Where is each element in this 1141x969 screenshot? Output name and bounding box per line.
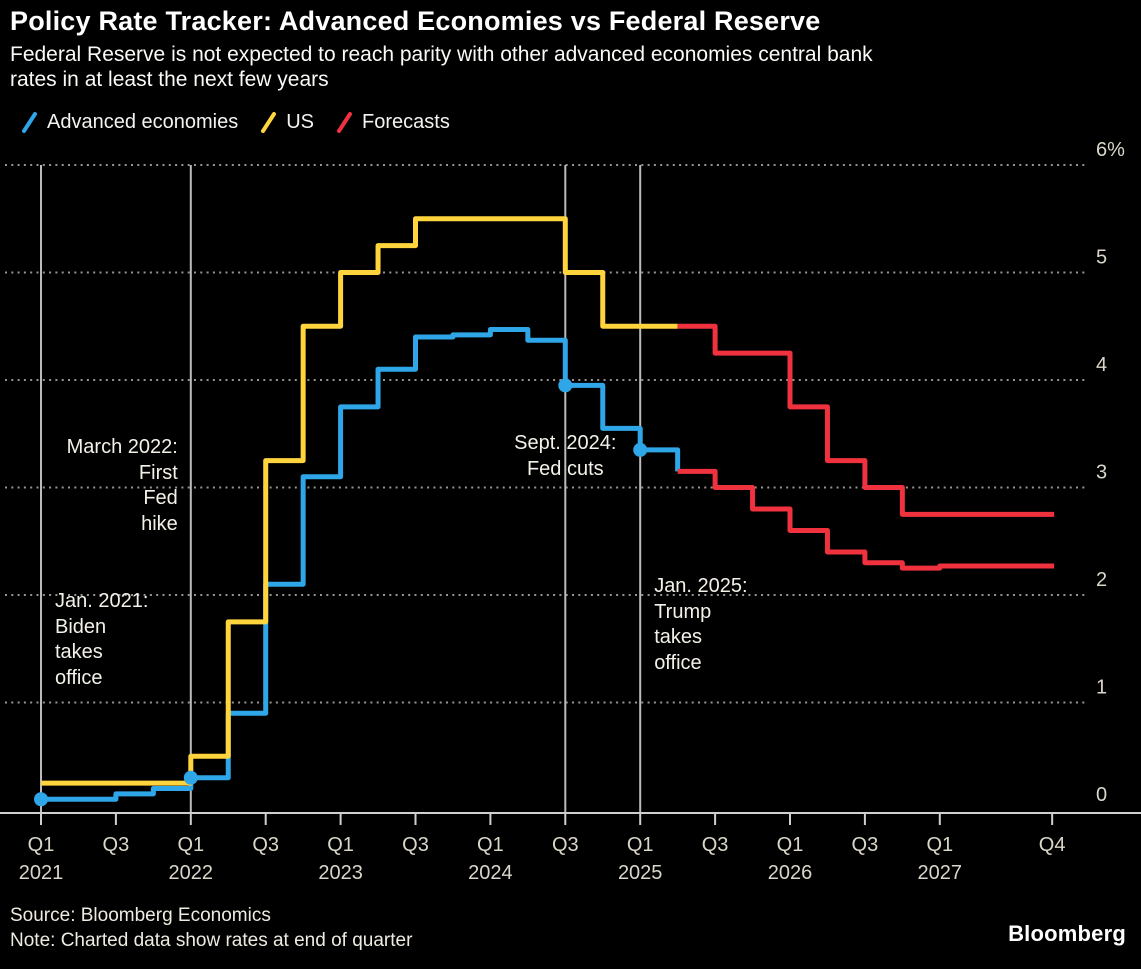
forecasts-slash-stroke (337, 112, 353, 133)
us-slash-stroke (261, 112, 277, 133)
advanced-economies-slash-stroke (22, 112, 37, 133)
annotation-march-2022: March 2022: First Fed hike (66, 436, 178, 535)
x-axis-year-2024: 2024 (468, 862, 513, 884)
series-advanced-economies-actual (41, 326, 681, 802)
advanced-economies-slash-icon (22, 112, 37, 133)
y-axis-label-6: 6% (1096, 139, 1125, 161)
x-axis-year-2023: 2023 (318, 862, 363, 884)
legend-label-advanced-economies: Advanced economies (47, 111, 239, 133)
x-axis-label-2025-q3: Q3 (702, 834, 729, 856)
chart-subtitle-line1: Federal Reserve is not expected to reach… (10, 43, 873, 66)
y-axis-label-5: 5 (1096, 247, 1107, 269)
series-us-actual (41, 216, 678, 786)
x-axis-label-2022-q3: Q3 (252, 834, 279, 856)
series-advanced-economies-forecast (677, 468, 1055, 571)
legend-item-advanced-economies: Advanced economies (21, 111, 238, 134)
marker-advanced-economies-2022-q1 (183, 770, 198, 785)
chart-subtitle-line2: rates in at least the next few years (10, 68, 329, 91)
chart-header: Policy Rate Tracker: Advanced Economies … (10, 6, 1131, 92)
x-axis-year-2027: 2027 (918, 862, 963, 884)
y-axis-label-1: 1 (1096, 677, 1107, 699)
forecasts-slash-icon (337, 112, 353, 133)
annotation-jan-2025: Jan. 2025: Trump takes office (654, 575, 748, 674)
x-axis-year-2021: 2021 (19, 862, 64, 884)
note-text: Note: Charted data show rates at end of … (10, 930, 413, 951)
x-axis-label-2022-q1: Q1 (177, 834, 204, 856)
x-axis-year-2025: 2025 (618, 862, 663, 884)
us-slash-icon (261, 112, 277, 133)
x-axis-year-2022: 2022 (169, 862, 214, 884)
x-axis-label-2024-q3: Q3 (552, 834, 579, 856)
annotation-sept-2024: Sept. 2024: Fed cuts (514, 432, 617, 480)
y-axis-label-0: 0 (1096, 784, 1107, 806)
annotation-jan-2021: Jan. 2021: Biden takes office (55, 590, 149, 689)
x-axis-year-2026: 2026 (768, 862, 813, 884)
y-axis-label-4: 4 (1096, 354, 1107, 376)
x-axis-label-2024-q1: Q1 (477, 834, 504, 856)
bloomberg-logo: Bloomberg (1008, 921, 1126, 946)
legend-label-forecasts: Forecasts (362, 111, 450, 133)
x-axis-label-2026-q1: Q1 (777, 834, 804, 856)
page-title: Policy Rate Tracker: Advanced Economies … (10, 6, 821, 36)
chart-subtitle: Federal Reserve is not expected to reach… (10, 42, 1131, 92)
series-us-forecast (677, 323, 1055, 517)
legend-label-us: US (286, 111, 315, 133)
x-axis-label-2021-q3: Q3 (103, 834, 130, 856)
legend-item-forecasts: Forecasts (336, 111, 450, 134)
x-axis-label-2027-q1: Q1 (926, 834, 953, 856)
x-axis-label-2023-q1: Q1 (327, 834, 354, 856)
marker-advanced-economies-2021-q1 (34, 792, 48, 807)
marker-advanced-economies-2025-q1 (633, 442, 648, 457)
legend-item-us: US (260, 111, 314, 134)
marker-advanced-economies-2024-q3 (558, 378, 573, 393)
x-axis-label-2023-q3: Q3 (402, 834, 429, 856)
x-axis-label-2025-q1: Q1 (627, 834, 654, 856)
chart-legend: Advanced economies US Forecasts (21, 111, 450, 134)
x-axis-label-2026-q3: Q3 (852, 834, 879, 856)
x-axis-label-2021-q1: Q1 (28, 834, 55, 856)
x-axis-label-2027-q4: Q4 (1039, 834, 1066, 856)
source-text: Source: Bloomberg Economics (10, 905, 271, 926)
y-axis-label-2: 2 (1096, 569, 1107, 591)
y-axis-label-3: 3 (1096, 462, 1107, 484)
